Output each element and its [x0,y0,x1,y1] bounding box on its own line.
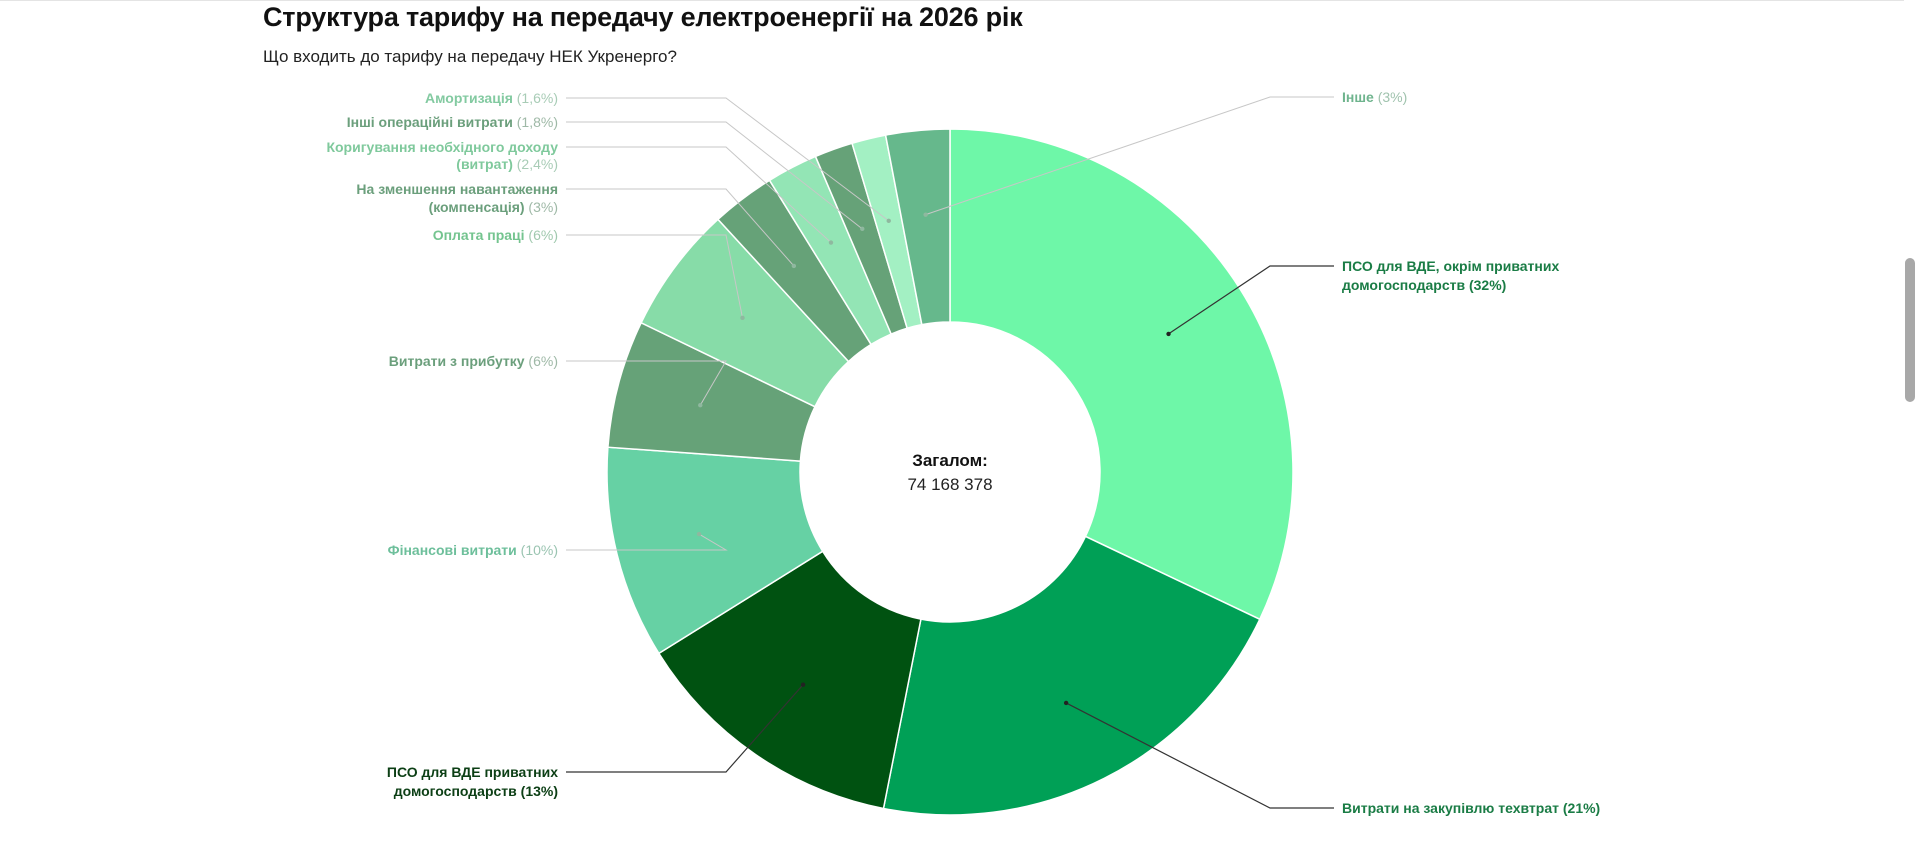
leader-line-інше [925,96,1334,216]
center-total-value: 74 168 378 [907,475,992,494]
leader-line-псо-для-вде-окрім-приватних-домогосподарств [1168,265,1334,335]
leader-dot-інше [923,212,928,217]
scrollbar-track[interactable] [1904,0,1920,846]
slice-label-амортизація: Амортизація (1,6%) [425,90,558,106]
slice-label-інші-операційні-витрати: Інші операційні витрати (1,8%) [347,114,558,130]
leader-line-інші-операційні-витрати [566,121,863,230]
slice-label-оплата-праці: Оплата праці (6%) [433,227,558,243]
leader-lines [566,96,1334,809]
leader-dot-оплата-праці [740,315,745,321]
slice-label-фінансові-витрати: Фінансові витрати (10%) [388,542,558,558]
slice-label-коригування-необхідного-доходу-витрат-line-1: Коригування необхідного доходу [326,139,558,155]
slice-label-псо-для-вде-приватних-домогосподарств-line-1: ПСО для ВДЕ приватних [387,764,558,780]
leader-dot-коригування-необхідного-доходу-витрат [828,240,834,245]
leader-dot-витрати-з-прибутку [698,403,703,408]
leader-dot-псо-для-вде-приватних-домогосподарств [800,682,806,687]
slice-label-на-зменшення-навантаження-компенсація-line-1: На зменшення навантаження [356,181,558,197]
top-border [0,0,1920,1]
leader-line-амортизація [566,97,890,222]
slice-label-псо-для-вде-окрім-приватних-домогосподарств-line-1: ПСО для ВДЕ, окрім приватних [1342,258,1559,274]
slice-інше[interactable] [884,128,951,326]
chart-subtitle: Що входить до тарифу на передачу НЕК Укр… [263,47,677,66]
leader-line-псо-для-вде-приватних-домогосподарств [566,684,804,773]
slice-label-витрати-з-прибутку: Витрати з прибутку (6%) [389,353,558,369]
scrollbar-thumb[interactable] [1905,258,1915,402]
slice-label-псо-для-вде-окрім-приватних-домогосподарств-line-2: домогосподарств (32%) [1342,277,1506,293]
slice-витрати-на-закупівлю-техвтрат[interactable] [882,535,1261,816]
slice-labels: ПСО для ВДЕ, окрім приватних домогосподар… [326,89,1600,816]
slice-label-витрати-на-закупівлю-техвтрат: Витрати на закупівлю техвтрат (21%) [1342,800,1600,816]
leader-dot-фінансові-витрати [696,531,702,537]
chart-title: Структура тарифу на передачу електроенер… [263,2,1023,32]
donut-slices [606,128,1294,816]
leader-line-коригування-необхідного-доходу-витрат [566,146,832,243]
slice-label-псо-для-вде-приватних-домогосподарств-line-2: домогосподарств (13%) [394,783,558,799]
leader-dot-на-зменшення-навантаження-компенсація [791,263,797,269]
slice-псо-для-вде-окрім-приватних-домогосподарств[interactable] [949,128,1294,621]
slice-label-на-зменшення-навантаження-компенсація-line-2: (компенсація) (3%) [429,199,558,215]
center-total-label: Загалом: [912,451,988,470]
slice-label-коригування-необхідного-доходу-витрат-line-2: (витрат) (2,4%) [456,156,558,172]
leader-line-фінансові-витрати [566,533,728,551]
leader-dot-інші-операційні-витрати [860,226,865,232]
leader-line-на-зменшення-навантаження-компенсація [566,188,795,267]
leader-line-витрати-з-прибутку [566,360,727,406]
leader-line-витрати-на-закупівлю-техвтрат [1065,702,1334,809]
leader-dot-псо-для-вде-окрім-приватних-домогосподарств [1166,331,1171,337]
leader-line-оплата-праці [566,234,743,318]
leader-dot-амортизація [886,218,891,224]
leader-dot-витрати-на-закупівлю-техвтрат [1063,700,1069,706]
slice-label-інше: Інше (3%) [1342,89,1407,105]
slice-псо-для-вде-приватних-домогосподарств[interactable] [657,550,922,810]
